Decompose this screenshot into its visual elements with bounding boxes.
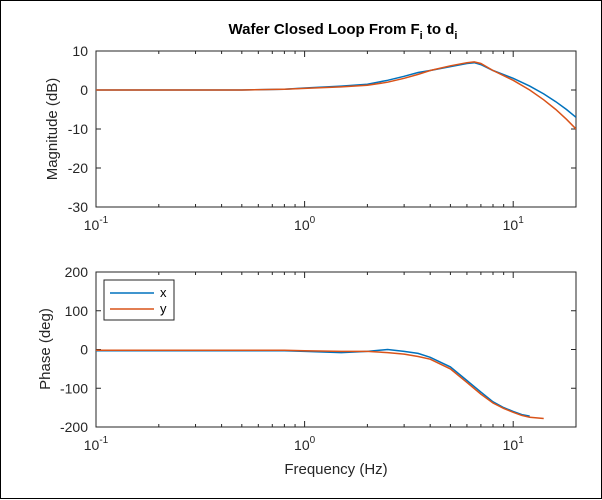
title-sub2: i	[454, 30, 457, 42]
magnitude-xtick-label: 100	[294, 215, 316, 233]
phase-ylabel: Phase (deg)	[37, 308, 54, 390]
phase-ytick-label: 200	[65, 264, 89, 280]
magnitude-ylabel: Magnitude (dB)	[44, 78, 61, 181]
chart-title: Wafer Closed Loop From Fi to di	[229, 21, 458, 42]
phase-xtick-label: 10-1	[84, 435, 109, 453]
legend: xy	[103, 279, 175, 321]
phase-xtick-label: 100	[294, 435, 316, 453]
phase-ytick-label: -200	[60, 419, 88, 435]
title-mid: to d	[423, 21, 455, 38]
phase-ytick-label: 100	[65, 303, 89, 319]
legend-label-x: x	[160, 285, 167, 300]
title-main: Wafer Closed Loop From F	[229, 21, 420, 38]
phase-ytick-label: 0	[80, 342, 88, 358]
magnitude-ytick-label: 0	[80, 82, 88, 98]
magnitude-ytick-label: -10	[68, 121, 88, 137]
phase-series-y	[96, 349, 544, 420]
magnitude-plot-area	[95, 50, 577, 208]
magnitude-xtick-label: 101	[503, 215, 525, 233]
magnitude-ytick-label: 10	[72, 43, 88, 59]
legend-label-y: y	[160, 301, 167, 316]
phase-ytick-label: -100	[60, 380, 88, 396]
xlabel: Frequency (Hz)	[284, 461, 387, 478]
phase-axes: Phase (deg) Frequency (Hz) 200 100 0 -100 -2…	[37, 264, 577, 478]
title-sub1: i	[420, 30, 423, 42]
magnitude-xtick-label: 10-1	[84, 215, 109, 233]
magnitude-ytick-label: -30	[68, 199, 88, 215]
legend-box	[103, 279, 175, 321]
magnitude-ytick-label: -20	[68, 160, 88, 176]
magnitude-series-y	[96, 61, 576, 130]
phase-xtick-label: 101	[503, 435, 525, 453]
